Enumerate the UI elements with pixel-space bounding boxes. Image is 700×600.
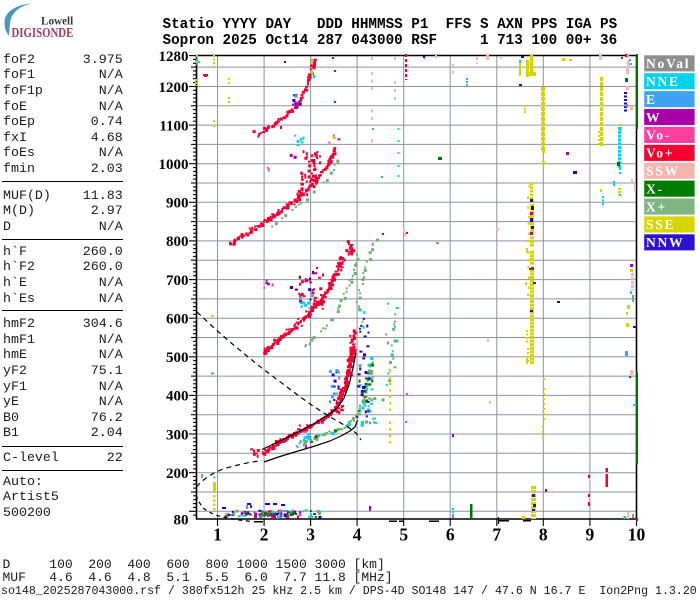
svg-text:Vo-: Vo- [646, 128, 671, 143]
svg-text:1100: 1100 [159, 118, 188, 134]
svg-text:Lowell: Lowell [41, 14, 74, 27]
svg-text:1000: 1000 [159, 157, 189, 173]
svg-text:900: 900 [166, 196, 189, 212]
svg-text:4: 4 [353, 525, 362, 545]
svg-text:X-: X- [646, 181, 664, 196]
svg-text:Vo+: Vo+ [646, 146, 674, 161]
svg-text:NoVal: NoVal [646, 56, 690, 71]
svg-text:NNW: NNW [646, 235, 684, 250]
svg-text:6: 6 [446, 525, 455, 545]
svg-text:NNE: NNE [646, 74, 680, 89]
svg-text:SSW: SSW [646, 164, 680, 179]
svg-text:700: 700 [166, 273, 189, 289]
svg-text:X+: X+ [646, 199, 667, 214]
svg-text:1280: 1280 [159, 49, 189, 65]
svg-text:300: 300 [166, 427, 189, 443]
svg-text:W: W [646, 110, 661, 125]
svg-text:DIGISONDE: DIGISONDE [12, 25, 74, 40]
svg-text:5: 5 [399, 525, 408, 545]
svg-text:3: 3 [306, 525, 315, 545]
svg-text:800: 800 [166, 234, 189, 250]
svg-text:1: 1 [213, 525, 222, 545]
svg-text:8: 8 [539, 525, 548, 545]
svg-text:9: 9 [586, 525, 595, 545]
svg-text:400: 400 [166, 389, 189, 405]
svg-text:200: 200 [166, 466, 189, 482]
svg-text:SSE: SSE [646, 217, 675, 232]
svg-text:10: 10 [628, 525, 646, 545]
svg-text:600: 600 [166, 312, 189, 328]
svg-text:7: 7 [492, 525, 501, 545]
svg-text:80: 80 [174, 512, 189, 528]
svg-text:E: E [646, 92, 657, 107]
svg-text:1200: 1200 [159, 80, 189, 96]
svg-text:500: 500 [166, 350, 189, 366]
svg-text:2: 2 [260, 525, 269, 545]
